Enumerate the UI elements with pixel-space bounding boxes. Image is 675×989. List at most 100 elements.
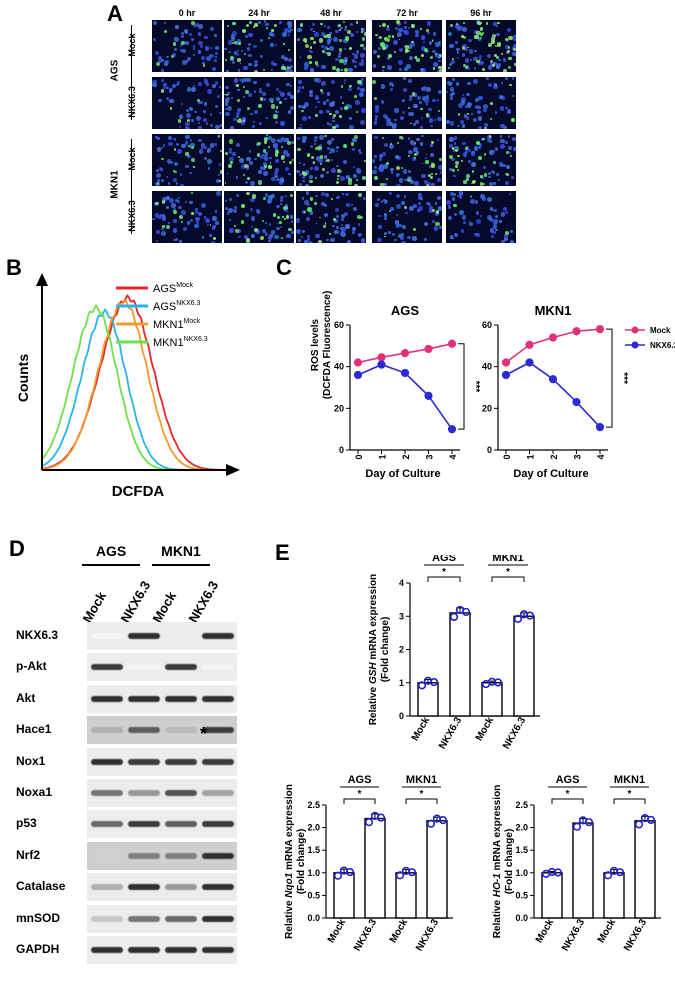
ros-signal-dot [386, 161, 390, 165]
ros-signal-dot [331, 65, 336, 70]
ros-signal-dot [314, 146, 319, 151]
nucleus-dot [275, 168, 280, 173]
nucleus-dot [326, 98, 329, 102]
nucleus-dot [186, 112, 192, 118]
nucleus-dot [181, 35, 184, 38]
nucleus-dot [203, 118, 208, 123]
legend-label: AGSNKX6.3 [153, 300, 200, 313]
nucleus-dot [289, 95, 294, 100]
nucleus-dot [451, 157, 455, 162]
nucleus-dot [352, 52, 355, 56]
blot-band [165, 664, 197, 671]
ros-signal-dot [335, 68, 340, 72]
nucleus-dot [302, 176, 306, 180]
blot-protein-label: NKX6.3 [16, 628, 59, 642]
nucleus-dot [229, 197, 233, 201]
nucleus-dot [353, 64, 357, 68]
nucleus-dot [511, 176, 515, 180]
ros-signal-dot [372, 80, 376, 84]
nucleus-dot [284, 57, 288, 61]
ros-signal-dot [273, 213, 277, 217]
ros-y-tick-label: 0 [487, 445, 492, 455]
ros-signal-dot [363, 32, 366, 36]
bar-y-tick-label: 4 [399, 578, 404, 588]
nucleus-dot [309, 68, 315, 72]
nucleus-dot [456, 51, 459, 54]
replicate-point [584, 818, 594, 827]
bar-category-label: NKX6.3 [622, 917, 649, 953]
nucleus-dot [395, 27, 398, 30]
ros-signal-dot [393, 51, 396, 54]
ros-ylabel-line1: ROS levels [310, 318, 321, 371]
ros-signal-dot [212, 236, 216, 240]
nucleus-dot [152, 21, 158, 26]
nucleus-dot [229, 157, 234, 162]
bar-ylabel: Relative Nqo1 mRNA expression [284, 784, 295, 939]
ros-signal-dot [346, 30, 351, 34]
nucleus-dot [313, 77, 319, 83]
nucleus-dot [267, 135, 273, 141]
nucleus-dot [210, 47, 213, 50]
nucleus-dot [227, 92, 230, 95]
nucleus-dot [449, 121, 455, 126]
nucleus-dot [416, 95, 421, 100]
nucleus-dot [276, 226, 280, 231]
nucleus-dot [335, 225, 340, 230]
ros-signal-dot [374, 176, 378, 181]
ros-signal-dot [243, 174, 246, 177]
ros-signal-dot [504, 172, 507, 176]
nucleus-dot [425, 95, 430, 99]
nucleus-dot [307, 203, 311, 207]
nucleus-dot [383, 182, 387, 186]
nucleus-dot [303, 200, 309, 205]
nucleus-dot [502, 207, 507, 211]
nucleus-dot [465, 149, 469, 153]
ros-signal-dot [233, 40, 237, 44]
nucleus-dot [374, 155, 377, 158]
ros-signal-dot [455, 23, 458, 26]
nucleus-dot [273, 62, 277, 67]
ros-signal-dot [462, 22, 465, 24]
nucleus-dot [211, 83, 216, 88]
nucleus-dot [281, 55, 286, 59]
nucleus-dot [302, 115, 308, 121]
nucleus-dot [434, 201, 438, 205]
blot-band [202, 821, 234, 828]
nucleus-dot [314, 135, 318, 140]
nucleus-dot [166, 206, 169, 209]
nucleus-dot [340, 107, 344, 111]
ros-signal-dot [504, 37, 508, 42]
nucleus-dot [383, 213, 388, 217]
ros-signal-dot [408, 154, 410, 157]
ros-signal-dot [269, 162, 272, 164]
nucleus-dot [225, 111, 230, 117]
nucleus-dot [240, 119, 246, 125]
nucleus-dot [513, 146, 516, 152]
ros-signal-dot [461, 46, 466, 50]
nucleus-dot [349, 105, 352, 108]
nucleus-dot [274, 171, 279, 176]
nucleus-dot [344, 27, 347, 31]
nucleus-dot [160, 78, 164, 82]
nucleus-dot [335, 207, 340, 213]
nucleus-dot [454, 145, 459, 151]
micrograph-image [224, 20, 294, 72]
ros-signal-dot [246, 191, 250, 196]
ros-signal-dot [230, 56, 235, 61]
nucleus-dot [378, 47, 382, 51]
nucleus-dot [473, 56, 478, 62]
nucleus-dot [387, 45, 390, 48]
legend-label: MKN1Mock [153, 318, 201, 331]
x-axis-arrowhead [226, 464, 240, 476]
nucleus-dot [178, 197, 181, 200]
ros-signal-dot [461, 35, 465, 39]
nucleus-dot [152, 218, 155, 221]
nucleus-dot [262, 161, 267, 166]
nucleus-dot [363, 46, 366, 50]
ros-signal-dot [172, 169, 175, 173]
ros-signal-dot [181, 220, 184, 223]
nucleus-dot [380, 100, 385, 104]
nucleus-dot [241, 50, 244, 53]
significance-bracket [458, 343, 465, 430]
ros-signal-dot [169, 107, 172, 110]
